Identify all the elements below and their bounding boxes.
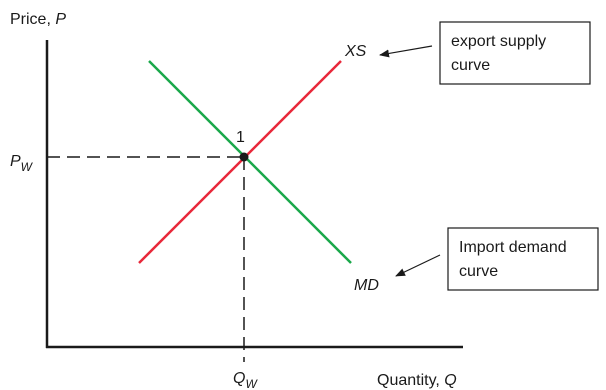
y-axis-label: Price, P (10, 11, 66, 28)
supply-callout-arrow (379, 45, 433, 58)
export-supply-curve (138, 60, 342, 264)
world-quantity-label: QW (233, 370, 258, 390)
demand-callout-box (447, 227, 599, 291)
demand-callout-text-line1: Import demand (459, 239, 567, 256)
x-axis-label: Quantity, Q (377, 372, 457, 389)
world-price-label: PW (10, 153, 34, 174)
demand-callout-arrow (395, 254, 441, 277)
supply-curve-label: XS (344, 43, 367, 60)
import-demand-curve (148, 60, 352, 264)
equilibrium-point-label: 1 (236, 129, 245, 146)
demand-curve-label: MD (354, 277, 379, 294)
supply-callout-box (439, 21, 591, 85)
demand-callout-text-line2: curve (459, 263, 498, 280)
supply-callout-text-line1: export supply (451, 33, 546, 50)
equilibrium-point (239, 152, 249, 162)
supply-callout-text-line2: curve (451, 57, 490, 74)
